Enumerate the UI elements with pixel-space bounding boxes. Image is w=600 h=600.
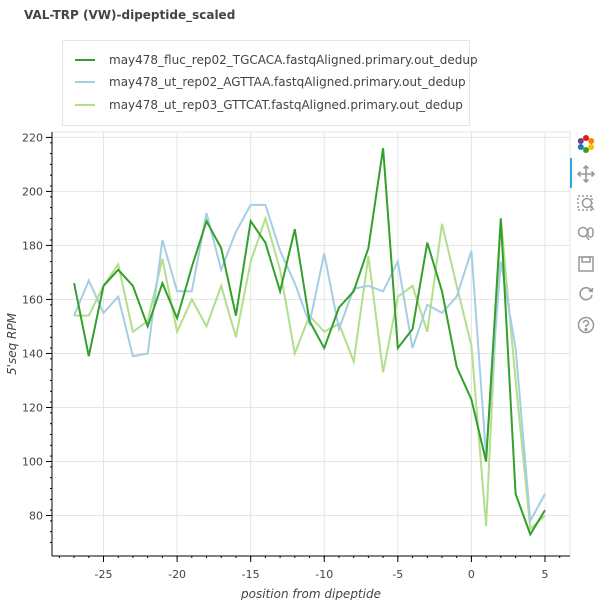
y-tick-label: 140: [22, 347, 43, 360]
bokeh-logo-icon[interactable]: [574, 132, 598, 156]
y-tick-label: 180: [22, 239, 43, 252]
legend-label: may478_ut_rep03_GTTCAT.fastqAligned.prim…: [109, 98, 463, 112]
y-tick-label: 80: [29, 509, 43, 522]
legend-item[interactable]: may478_fluc_rep02_TGCACA.fastqAligned.pr…: [75, 50, 478, 70]
legend-item[interactable]: may478_ut_rep02_AGTTAA.fastqAligned.prim…: [75, 72, 466, 92]
x-tick-label: 0: [468, 568, 475, 581]
y-axis-label: 5'seq RPM: [5, 312, 19, 375]
x-tick-label: -15: [242, 568, 260, 581]
legend-label: may478_fluc_rep02_TGCACA.fastqAligned.pr…: [109, 53, 478, 67]
active-tool-indicator: [570, 158, 572, 188]
help-icon[interactable]: [574, 313, 598, 337]
x-tick-label: -5: [392, 568, 403, 581]
x-tick-label: -10: [315, 568, 333, 581]
legend[interactable]: may478_fluc_rep02_TGCACA.fastqAligned.pr…: [62, 40, 478, 126]
reset-icon[interactable]: [574, 282, 598, 306]
y-tick-label: 220: [22, 131, 43, 144]
x-tick-label: 5: [541, 568, 548, 581]
legend-swatch: [75, 104, 95, 106]
x-tick-label: -20: [168, 568, 186, 581]
y-tick-label: 120: [22, 401, 43, 414]
toolbar: [570, 130, 600, 350]
x-axis-label: position from dipeptide: [240, 587, 381, 600]
legend-label: may478_ut_rep02_AGTTAA.fastqAligned.prim…: [109, 75, 466, 89]
save-icon[interactable]: [574, 252, 598, 276]
legend-swatch: [75, 59, 95, 61]
legend-item[interactable]: may478_ut_rep03_GTTCAT.fastqAligned.prim…: [75, 95, 463, 115]
pan-icon[interactable]: [574, 162, 598, 186]
y-tick-label: 160: [22, 293, 43, 306]
series-line-1: [73, 203, 546, 525]
chart-title: VAL-TRP (VW)-dipeptide_scaled: [24, 8, 236, 22]
x-tick-label: -25: [95, 568, 113, 581]
legend-swatch: [75, 81, 95, 83]
wheel-zoom-icon[interactable]: [574, 222, 598, 246]
series-line-0: [73, 148, 546, 537]
y-tick-label: 100: [22, 455, 43, 468]
box-zoom-icon[interactable]: [574, 192, 598, 216]
y-tick-label: 200: [22, 185, 43, 198]
